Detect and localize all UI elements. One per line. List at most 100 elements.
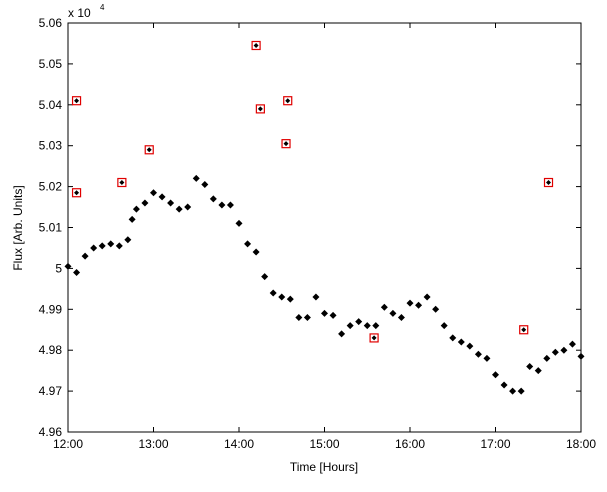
data-point — [107, 240, 115, 248]
data-point — [423, 293, 431, 301]
data-point — [115, 242, 123, 250]
outlier-point — [119, 180, 125, 186]
y-tick-label: 5.05 — [39, 57, 63, 71]
data-point — [261, 273, 269, 281]
data-point — [415, 301, 423, 309]
data-point — [474, 350, 482, 358]
outlier-point — [257, 106, 263, 112]
data-point — [209, 195, 217, 203]
data-point — [295, 313, 303, 321]
data-point — [397, 313, 405, 321]
data-point — [175, 205, 183, 213]
y-tick-label: 5.03 — [39, 139, 63, 153]
outlier-point — [74, 190, 80, 196]
data-point — [492, 371, 499, 379]
outlier-marker — [71, 188, 82, 198]
data-point — [132, 205, 140, 213]
plot-frame — [67, 22, 582, 433]
data-point — [509, 387, 517, 395]
data-point — [568, 340, 576, 348]
outlier-marker — [519, 325, 529, 335]
outlier-marker — [117, 177, 127, 188]
x-tick-label: 16:00 — [395, 437, 425, 451]
data-point — [406, 299, 414, 307]
data-point — [551, 348, 559, 356]
data-point — [81, 252, 89, 260]
y-axis-label: Flux [Arb. Units] — [11, 185, 25, 270]
data-point — [338, 330, 346, 338]
data-point — [286, 295, 294, 303]
data-point — [98, 242, 106, 250]
data-point — [167, 199, 175, 207]
y-tick-label: 5 — [55, 261, 62, 275]
data-point — [355, 318, 363, 326]
data-point — [278, 293, 286, 301]
data-point — [124, 236, 132, 244]
data-point — [218, 201, 226, 209]
data-point — [226, 201, 234, 209]
x-tick-label: 17:00 — [480, 437, 510, 451]
data-point — [329, 311, 337, 319]
x-tick-label: 13:00 — [138, 437, 168, 451]
data-point — [128, 215, 136, 223]
outlier-point — [371, 335, 377, 341]
outlier-marker — [255, 104, 265, 114]
data-point — [500, 381, 508, 389]
data-point — [184, 203, 192, 211]
data-point — [192, 174, 200, 182]
outlier-marker — [71, 96, 82, 106]
data-point — [252, 248, 260, 256]
outlier-marker — [144, 145, 154, 155]
outlier-point — [546, 180, 552, 186]
data-point — [577, 352, 585, 360]
data-point — [534, 367, 542, 375]
outlier-marker — [281, 139, 291, 149]
data-point — [158, 193, 166, 201]
data-point — [269, 289, 277, 297]
data-point — [380, 303, 388, 311]
outlier-point — [74, 98, 80, 104]
y-tick-label: 4.97 — [39, 384, 63, 398]
data-point — [432, 305, 440, 313]
data-point — [346, 322, 354, 330]
data-point — [303, 313, 311, 321]
data-point — [244, 240, 252, 248]
data-point — [64, 262, 72, 270]
data-point — [90, 244, 98, 252]
outlier-marker — [543, 177, 554, 188]
x-tick-label: 15:00 — [309, 437, 339, 451]
y-tick-label: 5.01 — [39, 221, 63, 235]
y-tick-label: 4.96 — [39, 425, 63, 439]
data-point — [526, 363, 534, 371]
data-point — [321, 309, 328, 317]
outlier-point — [253, 42, 259, 48]
data-point — [389, 309, 397, 317]
data-point — [517, 387, 525, 395]
data-point — [466, 342, 474, 350]
outlier-point — [283, 141, 289, 147]
data-point — [457, 338, 465, 346]
outlier-point — [521, 327, 527, 333]
outlier-marker — [251, 40, 261, 51]
y-tick-label: 4.99 — [39, 302, 63, 316]
data-point — [73, 268, 81, 276]
data-point — [449, 334, 457, 342]
x-tick-label: 12:00 — [53, 437, 83, 451]
y-multiplier: x 10 — [68, 6, 91, 20]
data-point — [372, 322, 380, 330]
x-tick-label: 18:00 — [566, 437, 596, 451]
outlier-point — [146, 147, 152, 153]
data-point — [312, 293, 320, 301]
x-axis-label: Time [Hours] — [290, 460, 358, 474]
x-tick-label: 14:00 — [224, 437, 254, 451]
data-point — [543, 354, 551, 362]
data-point — [201, 181, 209, 189]
y-tick-label: 4.98 — [39, 343, 63, 357]
y-tick-label: 5.06 — [39, 16, 63, 30]
y-tick-label: 5.04 — [39, 98, 63, 112]
outlier-marker — [369, 333, 379, 343]
outlier-point — [285, 98, 291, 104]
data-point — [150, 189, 157, 197]
data-point — [440, 322, 448, 330]
